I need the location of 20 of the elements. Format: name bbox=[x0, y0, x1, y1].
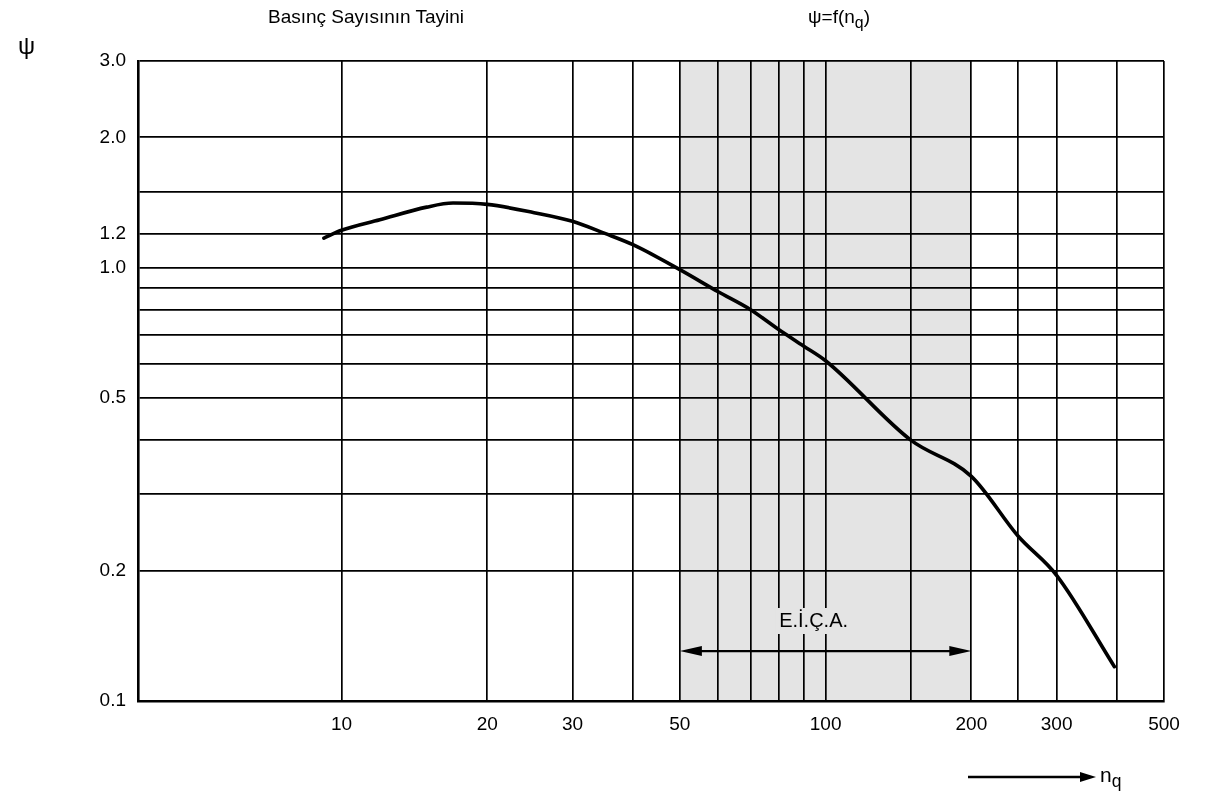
y-tick-label: 0.5 bbox=[99, 386, 126, 408]
chart-subtitle: ψ=f(n$_{q}$) bbox=[808, 6, 870, 33]
y-tick-label: 0.1 bbox=[99, 689, 126, 711]
band-label: E.İ.Ç.A. bbox=[779, 608, 849, 631]
x-tick-label: 500 bbox=[1148, 712, 1180, 734]
y-axis-title: ψ bbox=[18, 32, 36, 61]
y-tick-label: 0.2 bbox=[99, 558, 126, 580]
x-tick-label: 30 bbox=[561, 712, 584, 734]
y-tick-label: 1.0 bbox=[99, 255, 126, 277]
x-tick-label: 300 bbox=[1040, 712, 1073, 734]
y-tick-label: 3.0 bbox=[99, 49, 126, 71]
x-tick-label: 20 bbox=[476, 712, 498, 734]
x-tick-label: 200 bbox=[955, 712, 988, 734]
x-tick-label: 50 bbox=[669, 712, 691, 734]
chart-title: Basınç Sayısının Tayini bbox=[268, 6, 465, 29]
x-tick-label: 100 bbox=[809, 712, 842, 734]
y-tick-label: 2.0 bbox=[99, 125, 126, 147]
x-axis-title: n$_{q}$ bbox=[1100, 762, 1122, 793]
y-tick-label: 1.2 bbox=[99, 221, 126, 243]
x-tick-label: 10 bbox=[330, 712, 353, 734]
